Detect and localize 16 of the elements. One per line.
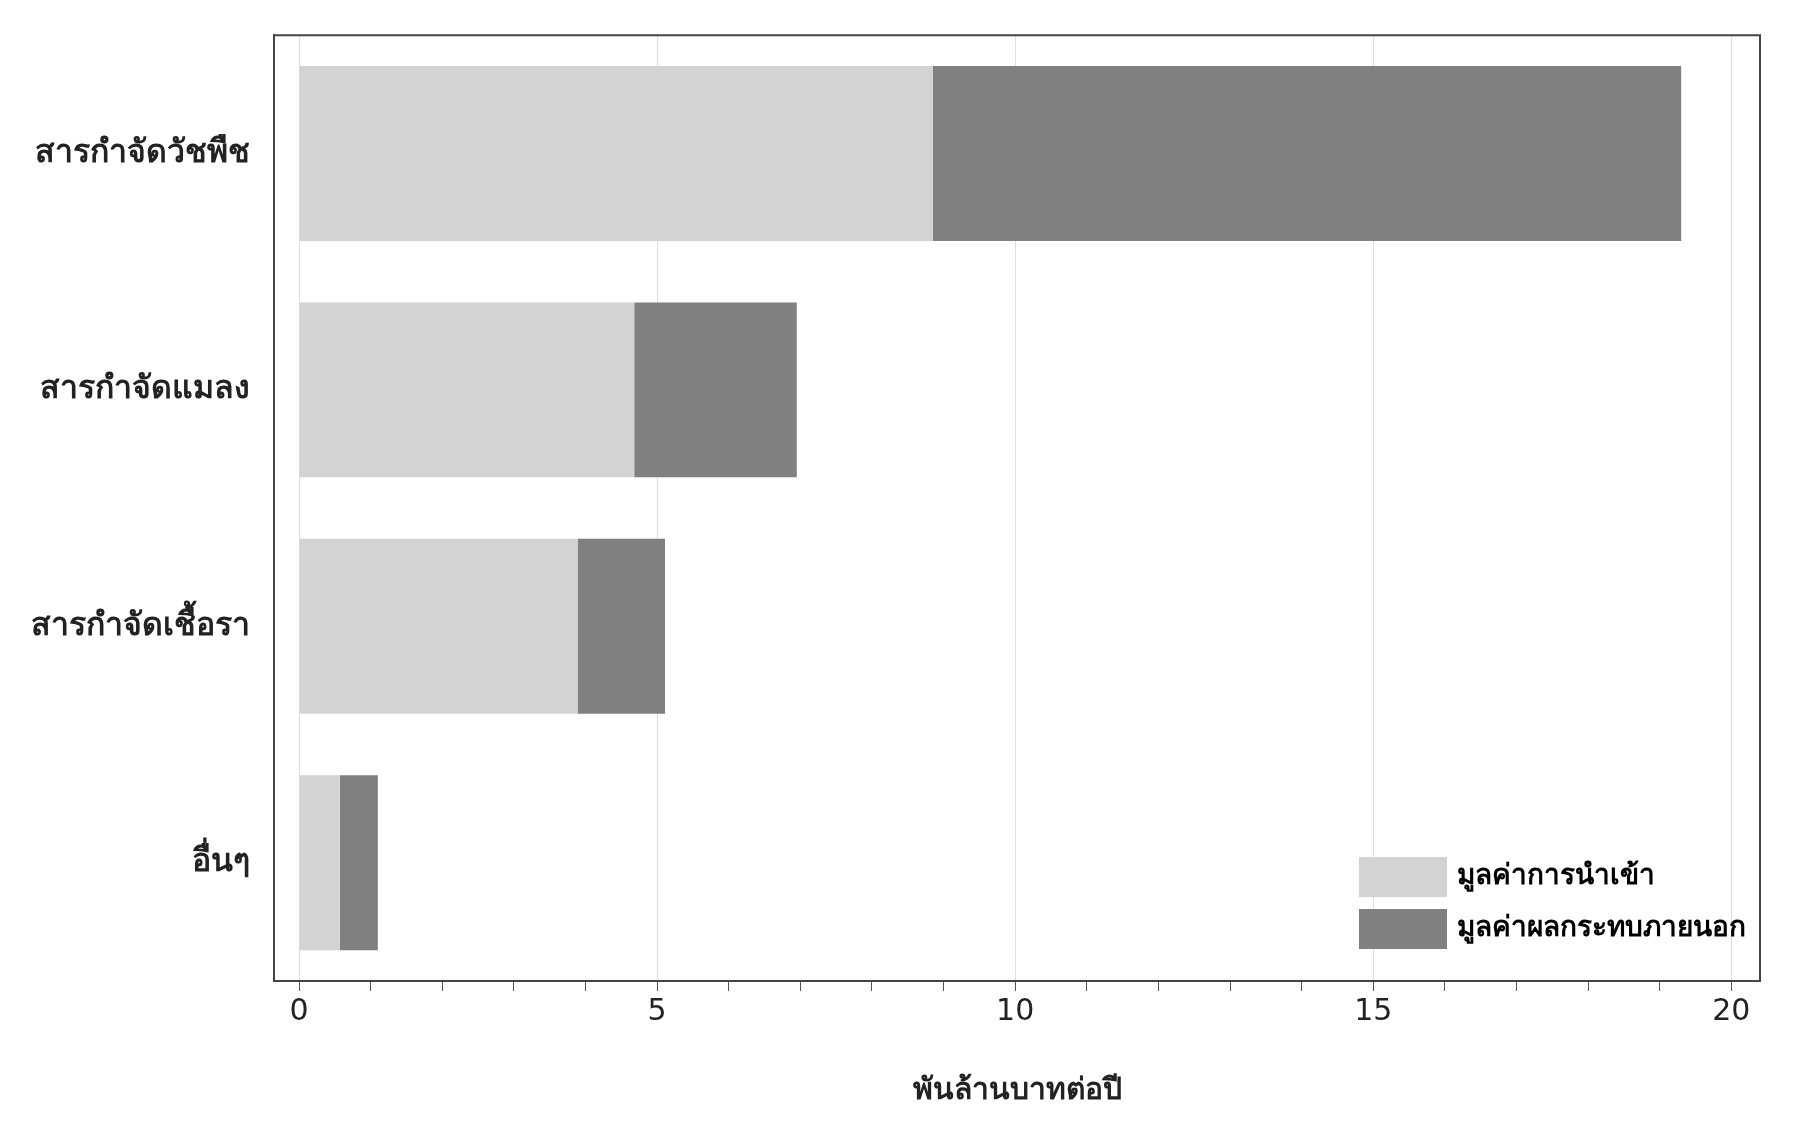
x-tick-label: 20 — [1712, 991, 1751, 1027]
x-axis-title: พันล้านบาทต่อปี — [912, 1070, 1122, 1106]
y-tick-label: สารกำจัดเชื้อรา — [31, 599, 250, 643]
bar — [577, 538, 666, 714]
legend-label: มูลค่าผลกระทบภายนอก — [1457, 910, 1746, 945]
y-tick-label: สารกำจัดวัชพืช — [35, 131, 250, 170]
bar — [339, 775, 378, 951]
y-tick-label: สารกำจัดแมลง — [40, 368, 250, 407]
legend-label: มูลค่าการนำเข้า — [1457, 858, 1655, 893]
x-tick-label: 10 — [996, 991, 1035, 1027]
x-tick-label: 0 — [289, 991, 309, 1027]
bar — [634, 302, 797, 478]
x-tick-label: 15 — [1354, 991, 1393, 1027]
bar — [932, 65, 1682, 241]
x-tick-label: 5 — [647, 991, 667, 1027]
y-tick-label: อื่นๆ — [192, 837, 250, 880]
